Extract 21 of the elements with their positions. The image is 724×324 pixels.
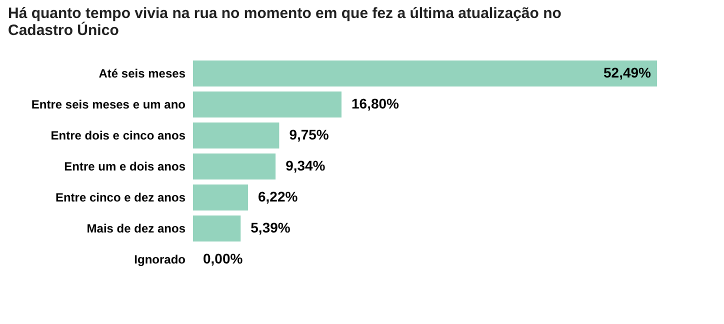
bar — [193, 122, 280, 148]
bar — [193, 154, 276, 180]
bar — [193, 216, 241, 242]
y-tick-label: Ignorado — [134, 252, 186, 266]
bar — [193, 92, 342, 118]
y-tick-label: Entre cinco e dez anos — [55, 190, 186, 204]
data-label: 5,39% — [250, 220, 291, 236]
y-tick-label: Entre dois e cinco anos — [50, 128, 186, 142]
data-label: 16,80% — [352, 96, 400, 112]
data-label: 6,22% — [258, 188, 298, 204]
bar — [193, 60, 657, 86]
data-label: 52,49% — [604, 64, 652, 80]
bar — [193, 184, 248, 210]
y-tick-label: Até seis meses — [98, 66, 186, 80]
data-label: 9,34% — [286, 158, 326, 174]
y-tick-label: Entre um e dois anos — [64, 160, 186, 174]
data-label: 0,00% — [203, 250, 244, 266]
y-tick-label: Mais de dez anos — [86, 222, 186, 236]
chart-title: Há quanto tempo vivia na rua no momento em que fez a última atualização no Cadastro Único — [8, 5, 562, 39]
data-label: 9,75% — [289, 126, 330, 142]
y-tick-label: Entre seis meses e um ano — [31, 98, 186, 112]
